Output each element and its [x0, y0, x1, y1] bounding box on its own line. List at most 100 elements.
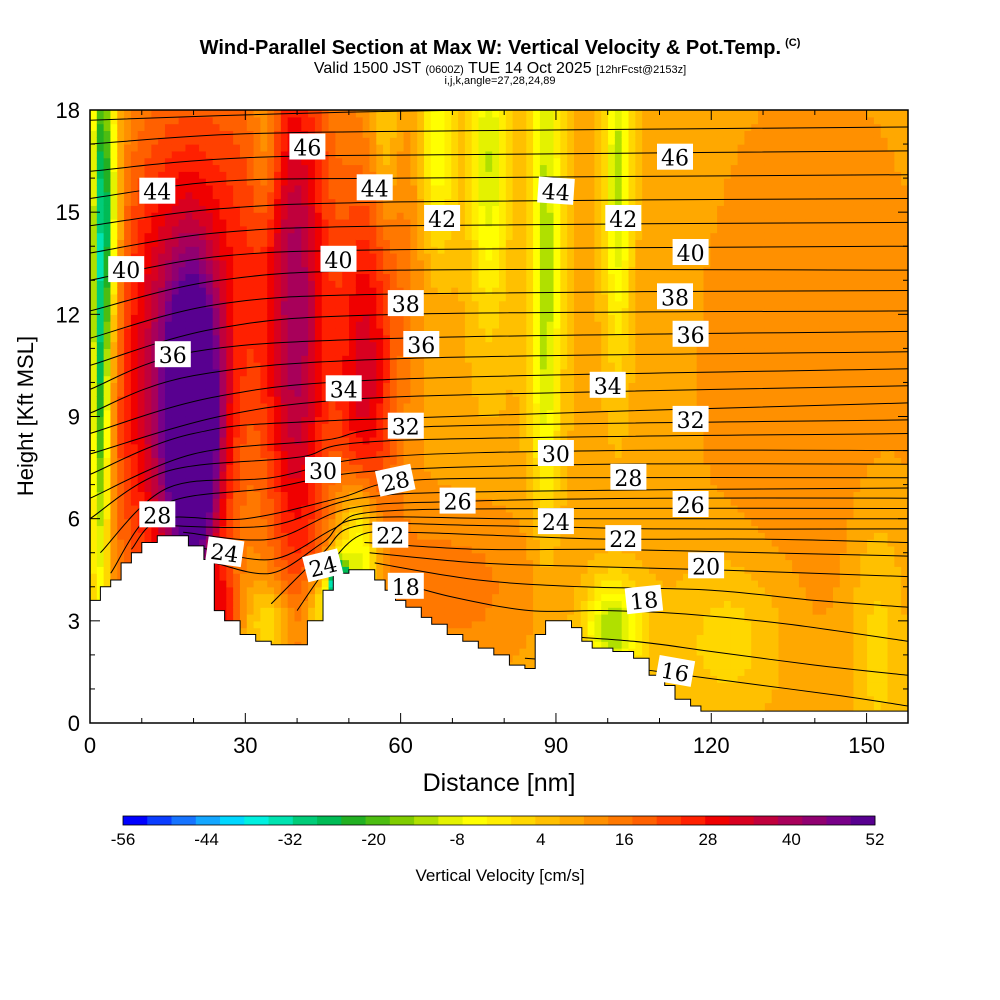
- velocity-cell: [130, 157, 139, 166]
- velocity-cell: [335, 355, 343, 363]
- velocity-cell: [451, 545, 459, 554]
- velocity-cell: [396, 259, 405, 268]
- velocity-cell: [437, 532, 446, 540]
- velocity-cell: [267, 545, 275, 554]
- velocity-cell: [410, 178, 418, 186]
- velocity-cell: [308, 259, 316, 268]
- velocity-cell: [458, 116, 466, 125]
- velocity-cell: [314, 212, 323, 220]
- velocity-cell: [287, 634, 296, 642]
- velocity-cell: [185, 368, 193, 377]
- velocity-cell: [103, 307, 112, 315]
- velocity-cell: [294, 470, 302, 479]
- velocity-cell: [314, 409, 323, 418]
- velocity-cell: [294, 457, 302, 465]
- velocity-cell: [308, 518, 316, 527]
- velocity-cell: [464, 573, 473, 581]
- velocity-cell: [164, 396, 173, 404]
- velocity-cell: [410, 389, 418, 397]
- velocity-cell: [185, 525, 193, 533]
- velocity-cell: [287, 566, 296, 574]
- velocity-cell: [110, 178, 118, 186]
- velocity-cell: [110, 443, 118, 452]
- velocity-cell: [151, 477, 159, 486]
- velocity-cell: [212, 110, 221, 118]
- velocity-cell: [267, 184, 275, 193]
- velocity-cell: [362, 470, 371, 479]
- velocity-cell: [233, 171, 241, 179]
- velocity-cell: [130, 205, 139, 213]
- velocity-cell: [226, 150, 234, 159]
- velocity-cell: [362, 464, 371, 472]
- velocity-cell: [383, 116, 391, 125]
- velocity-cell: [287, 443, 296, 452]
- velocity-cell: [403, 436, 411, 445]
- velocity-cell: [458, 137, 466, 145]
- velocity-cell: [349, 498, 357, 506]
- velocity-cell: [294, 293, 302, 302]
- velocity-cell: [267, 266, 275, 275]
- velocity-cell: [280, 164, 289, 172]
- velocity-cell: [171, 157, 180, 166]
- velocity-cell: [383, 348, 391, 356]
- velocity-cell: [239, 123, 248, 132]
- velocity-cell: [199, 164, 207, 172]
- velocity-cell: [417, 123, 425, 132]
- velocity-cell: [267, 607, 275, 615]
- velocity-cell: [171, 389, 180, 397]
- velocity-cell: [424, 518, 432, 527]
- velocity-cell: [117, 110, 125, 118]
- velocity-cell: [274, 484, 282, 493]
- velocity-cell: [287, 518, 296, 527]
- velocity-cell: [205, 280, 214, 288]
- velocity-cell: [362, 157, 371, 166]
- velocity-cell: [246, 436, 255, 445]
- velocity-cell: [151, 137, 159, 145]
- velocity-cell: [239, 293, 248, 302]
- velocity-cell: [192, 539, 200, 547]
- velocity-cell: [314, 586, 323, 595]
- velocity-cell: [185, 491, 193, 499]
- velocity-cell: [458, 436, 466, 445]
- velocity-cell: [171, 205, 180, 213]
- velocity-cell: [308, 110, 316, 118]
- velocity-cell: [335, 178, 343, 186]
- velocity-cell: [417, 178, 425, 186]
- velocity-cell: [267, 287, 275, 295]
- velocity-cell: [396, 218, 405, 227]
- velocity-cell: [260, 314, 268, 322]
- velocity-cell: [280, 171, 289, 179]
- velocity-cell: [301, 341, 309, 349]
- velocity-cell: [260, 627, 268, 636]
- velocity-cell: [192, 402, 200, 411]
- velocity-cell: [137, 321, 146, 329]
- velocity-cell: [383, 287, 391, 295]
- velocity-cell: [260, 218, 268, 227]
- velocity-cell: [389, 273, 398, 281]
- velocity-cell: [308, 484, 316, 493]
- velocity-cell: [342, 450, 350, 458]
- velocity-cell: [239, 511, 248, 520]
- velocity-cell: [151, 259, 159, 268]
- velocity-cell: [117, 246, 125, 254]
- velocity-cell: [308, 184, 316, 193]
- velocity-cell: [383, 409, 391, 418]
- velocity-cell: [287, 246, 296, 254]
- velocity-cell: [424, 470, 432, 479]
- velocity-cell: [226, 253, 234, 261]
- velocity-cell: [321, 212, 330, 220]
- velocity-cell: [260, 436, 268, 445]
- velocity-cell: [451, 239, 459, 247]
- velocity-cell: [424, 123, 432, 132]
- velocity-cell: [171, 498, 180, 506]
- velocity-cell: [301, 307, 309, 315]
- velocity-cell: [124, 307, 132, 315]
- velocity-cell: [117, 450, 125, 458]
- velocity-cell: [130, 484, 139, 493]
- velocity-cell: [349, 171, 357, 179]
- velocity-cell: [342, 423, 350, 431]
- velocity-cell: [103, 518, 112, 527]
- velocity-cell: [376, 239, 384, 247]
- velocity-cell: [328, 450, 336, 458]
- velocity-cell: [437, 334, 446, 343]
